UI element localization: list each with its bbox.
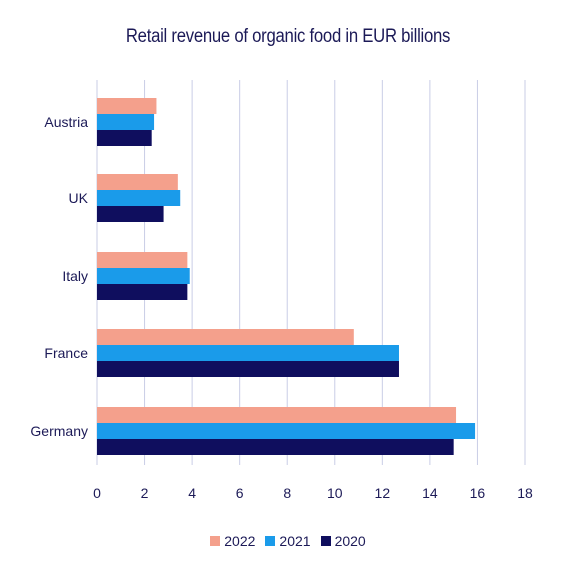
x-tick-label: 12 xyxy=(375,485,391,501)
legend-swatch xyxy=(320,536,331,546)
bar-austria-2020 xyxy=(97,130,152,146)
bars xyxy=(97,98,476,455)
category-label-france: France xyxy=(44,345,88,361)
x-tick-label: 4 xyxy=(188,485,196,501)
legend-label: 2020 xyxy=(334,533,366,549)
bar-austria-2021 xyxy=(97,114,155,130)
x-tick-label: 18 xyxy=(517,485,533,501)
category-label-austria: Austria xyxy=(44,114,88,130)
legend-swatch xyxy=(265,536,276,546)
bar-italy-2022 xyxy=(97,252,188,268)
legend-item-2022: 2022 xyxy=(210,533,255,549)
bar-france-2022 xyxy=(97,329,354,345)
legend-item-2020: 2020 xyxy=(320,533,366,549)
legend: 2022 2021 2020 xyxy=(0,533,576,549)
x-tick-label: 10 xyxy=(327,485,343,501)
x-tick-label: 14 xyxy=(422,485,438,501)
bar-germany-2022 xyxy=(97,407,457,423)
x-tick-label: 0 xyxy=(93,485,101,501)
chart-title: Retail revenue of organic food in EUR bi… xyxy=(125,26,451,47)
bar-france-2020 xyxy=(97,361,399,377)
x-tick-label: 16 xyxy=(470,485,486,501)
legend-swatch xyxy=(210,536,221,546)
x-tick-label: 2 xyxy=(141,485,149,501)
bar-france-2021 xyxy=(97,345,399,361)
category-label-italy: Italy xyxy=(62,268,88,284)
bar-italy-2021 xyxy=(97,268,190,284)
bar-uk-2021 xyxy=(97,190,181,206)
bar-germany-2020 xyxy=(97,439,454,455)
category-label-uk: UK xyxy=(69,190,89,206)
legend-label: 2022 xyxy=(224,533,256,549)
x-tick-label: 6 xyxy=(236,485,244,501)
legend-label: 2021 xyxy=(279,533,311,549)
bar-uk-2020 xyxy=(97,206,164,222)
legend-item-2021: 2021 xyxy=(265,533,311,549)
category-label-germany: Germany xyxy=(30,423,88,439)
bar-germany-2021 xyxy=(97,423,476,439)
bar-uk-2022 xyxy=(97,174,178,190)
category-labels: Austria UK Italy France Germany xyxy=(30,114,88,439)
x-tick-label: 8 xyxy=(283,485,291,501)
x-tick-labels: 0 2 4 6 8 10 12 14 16 18 xyxy=(93,485,533,501)
bar-austria-2022 xyxy=(97,98,157,114)
bar-italy-2020 xyxy=(97,284,188,300)
